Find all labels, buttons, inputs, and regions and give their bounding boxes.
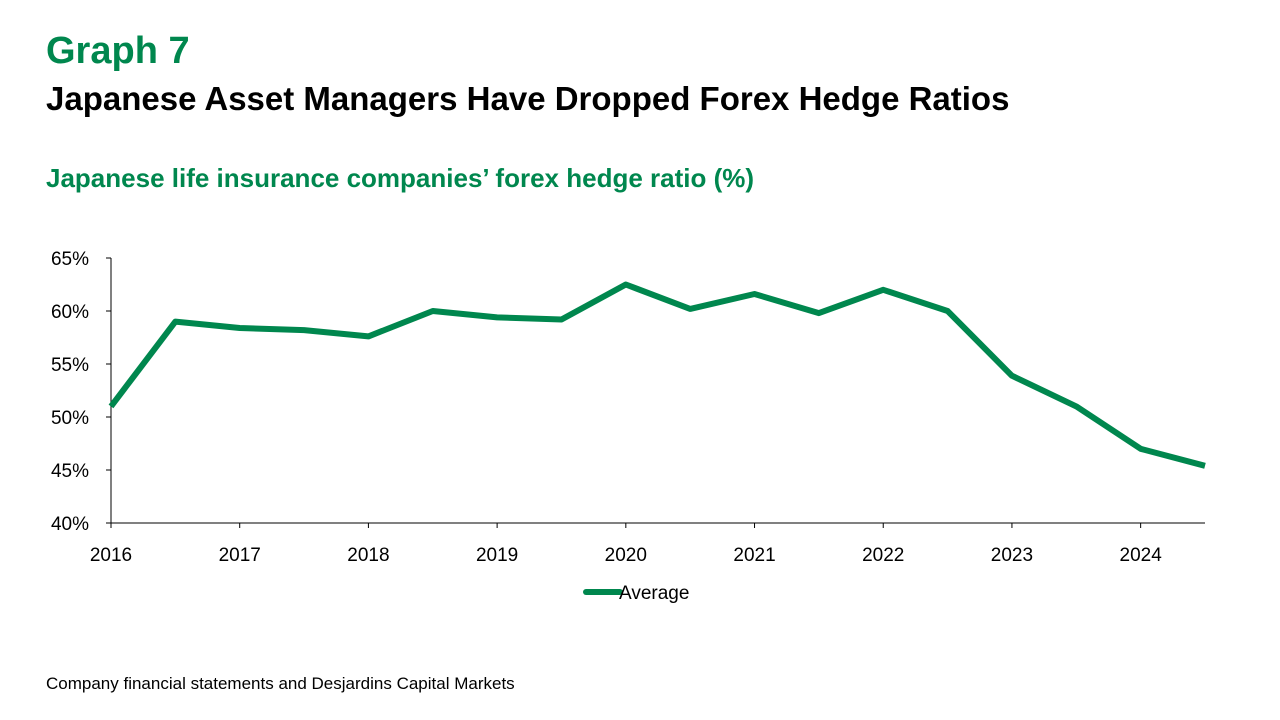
y-tick-label: 60% [51,302,89,323]
y-tick-label: 65% [51,249,89,270]
x-tick-label: 2020 [605,545,647,566]
series-line-average [108,281,1206,469]
source-note: Company financial statements and Desjard… [46,674,515,693]
chart-title: Japanese life insurance companies’ forex… [46,163,755,193]
legend: Average [583,583,689,604]
graph-number: Graph 7 [46,30,190,72]
y-tick-label: 50% [51,408,89,429]
x-tick-label: 2021 [733,545,775,566]
x-tick-label: 2023 [991,545,1033,566]
y-tick-label: 40% [51,514,89,535]
y-tick-label: 55% [51,355,89,376]
x-tick-label: 2024 [1120,545,1163,566]
y-axis: 40% 45% 50% 55% 60% 65% [51,249,112,535]
series-layer [108,281,1206,469]
line-chart: 40%45%50%55%60%65% 2016 2017 2018 2019 2020 2… [51,249,1206,604]
x-tick-label: 2018 [347,545,389,566]
legend-label: Average [619,583,689,604]
page-title: Japanese Asset Managers Have Dropped For… [46,80,1010,117]
x-tick-label: 2016 [90,545,132,566]
y-tick-label: 45% [51,461,89,482]
x-axis: 2016 2017 2018 2019 2020 2021 2022 2023 2024 [90,522,1205,566]
x-tick-label: 2022 [862,545,904,566]
x-tick-label: 2019 [476,545,518,566]
x-tick-label: 2017 [219,545,261,566]
